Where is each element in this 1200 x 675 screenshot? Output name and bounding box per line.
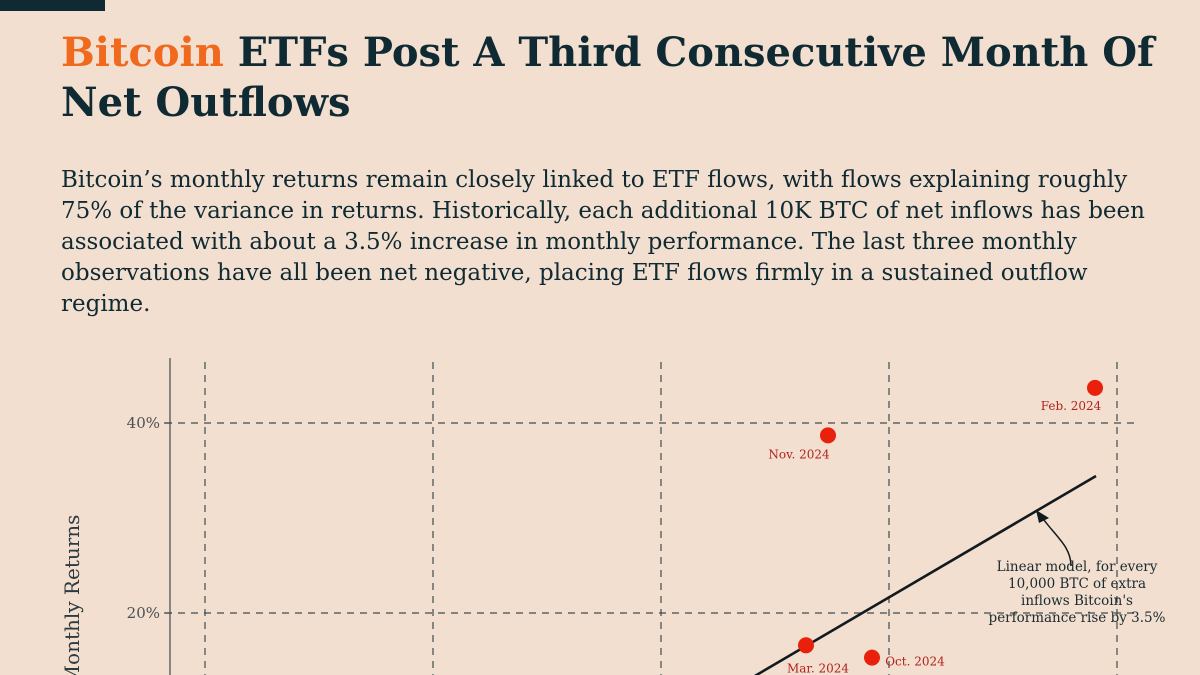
trendline-annotation-line: 10,000 BTC of extra xyxy=(1008,576,1146,592)
trendline-annotation-line: inflows Bitcoin's xyxy=(1021,593,1133,609)
axis-layer: 20% 40% Monthly Returns xyxy=(60,358,172,675)
grid-layer xyxy=(165,362,1140,675)
data-point xyxy=(798,637,814,654)
title-highlight: Bitcoin xyxy=(61,29,224,76)
corner-accent-bar xyxy=(0,0,105,11)
trendline-annotation-line: Linear model, for every xyxy=(997,559,1158,575)
data-point xyxy=(864,649,880,666)
y-axis-label: Monthly Returns xyxy=(60,515,84,675)
data-point-label: Feb. 2024 xyxy=(1041,399,1102,413)
title-rest: ETFs Post A Third Consecutive Month Of N… xyxy=(61,29,1155,126)
chart-title: Bitcoin ETFs Post A Third Consecutive Mo… xyxy=(61,28,1161,128)
data-point-label: Nov. 2024 xyxy=(768,447,830,461)
y-tick-label: 20% xyxy=(127,604,160,622)
trendline-annotation-line: performance rise by 3.5% xyxy=(989,610,1166,626)
y-tick-label: 40% xyxy=(127,414,160,432)
data-point-label: Mar. 2024 xyxy=(787,661,849,675)
annotation-arrowhead xyxy=(1036,510,1049,523)
data-point xyxy=(1087,379,1103,396)
data-point xyxy=(820,427,836,444)
points-layer: Feb. 2024 Nov. 2024 Mar. 2024 Oct. 2024 xyxy=(768,379,1103,675)
annotation-arrow xyxy=(1040,515,1072,567)
scatter-chart: 20% 40% Monthly Returns Feb. 2024 Nov. 2024… xyxy=(60,358,1166,675)
data-point-label: Oct. 2024 xyxy=(885,655,945,669)
chart-subtitle: Bitcoin’s monthly returns remain closely… xyxy=(61,167,1145,317)
